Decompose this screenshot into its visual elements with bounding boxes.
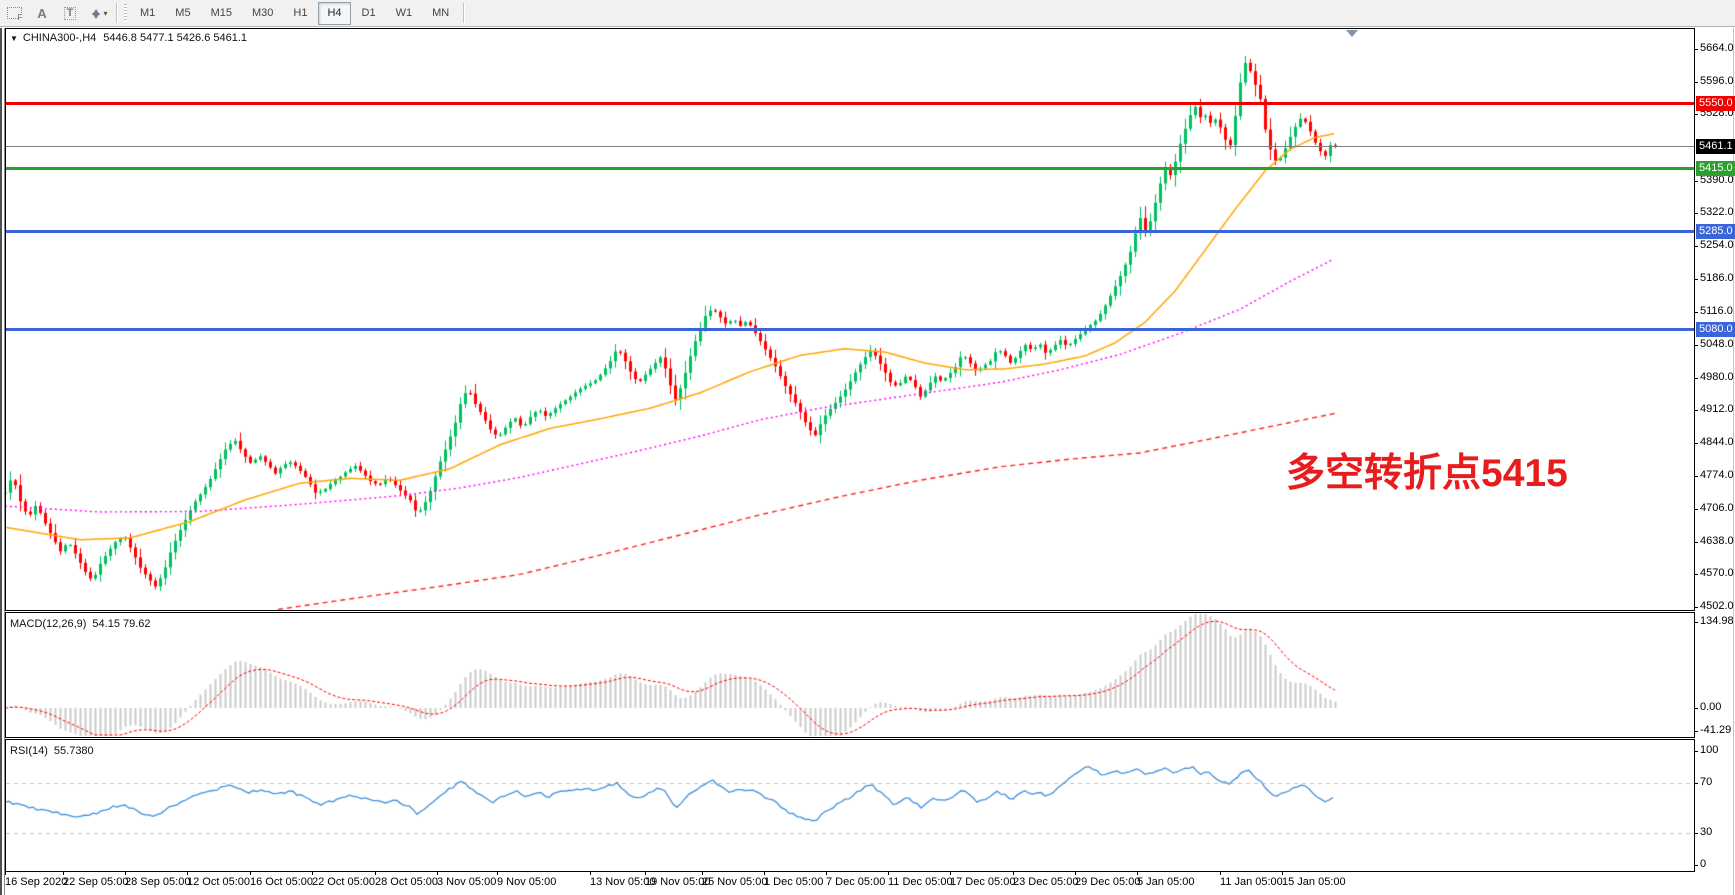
time-axis-label: 11 Jan 05:00 xyxy=(1220,871,1283,888)
window-right-edge xyxy=(1733,28,1734,895)
rsi-axis-label: 70 xyxy=(1693,775,1713,788)
rsi-axis-label: 0 xyxy=(1693,858,1707,870)
ohlc-values: 5446.8 5477.1 5426.6 5461.1 xyxy=(103,32,248,44)
price-badge-pivot-5415: 5415.0 xyxy=(1696,161,1735,177)
price-axis-label: 4844.0 xyxy=(1694,435,1734,448)
price-badge-resistance-5550: 5550.0 xyxy=(1696,96,1735,112)
time-axis-label: 11 Dec 05:00 xyxy=(888,871,953,888)
price-axis-label: 5322.0 xyxy=(1694,206,1734,219)
time-axis-label: 12 Oct 05:00 xyxy=(187,871,250,888)
time-axis-label: 28 Oct 05:00 xyxy=(375,871,438,888)
macd-name: MACD(12,26,9) xyxy=(10,618,87,630)
price-axis-label: 5596.0 xyxy=(1694,74,1734,87)
time-axis-label: 5 Jan 05:00 xyxy=(1137,871,1195,888)
rsi-value: 55.7380 xyxy=(53,745,94,757)
hline-current-price-5461[interactable] xyxy=(6,145,1694,147)
time-axis-label: 22 Oct 05:00 xyxy=(312,871,375,888)
time-axis-label: 25 Nov 05:00 xyxy=(702,871,768,888)
price-axis-label: 5116.0 xyxy=(1694,305,1733,318)
time-axis-label: 3 Nov 05:00 xyxy=(437,871,497,888)
rsi-name: RSI(14) xyxy=(10,745,48,757)
time-axis-label: 16 Sep 2020 xyxy=(5,871,68,888)
macd-values: 54.15 79.62 xyxy=(92,618,151,630)
macd-axis-label: -41.29 xyxy=(1693,724,1732,736)
time-axis-label: 15 Jan 05:00 xyxy=(1282,871,1346,888)
rsi-axis-label: 30 xyxy=(1693,825,1713,838)
hline-support-5080[interactable] xyxy=(6,327,1694,331)
price-axis-label: 4980.0 xyxy=(1694,370,1734,383)
hline-pivot-5415[interactable] xyxy=(6,167,1694,171)
price-badge-current-price-5461: 5461.1 xyxy=(1696,138,1735,154)
symbol-dropdown-icon[interactable]: ▼ xyxy=(10,34,18,43)
price-axis-label: 5390.0 xyxy=(1694,173,1734,186)
macd-axis-label: 134.98 xyxy=(1694,615,1734,627)
price-axis-label: 4570.0 xyxy=(1694,567,1734,580)
time-axis-label: 28 Sep 05:00 xyxy=(125,871,191,888)
time-axis-label: 17 Dec 05:00 xyxy=(950,871,1016,888)
price-axis-label: 4638.0 xyxy=(1694,534,1734,547)
macd-axis-label: 0.00 xyxy=(1693,700,1722,713)
time-axis-label: 13 Nov 05:00 xyxy=(590,871,656,888)
price-axis-label: 4912.0 xyxy=(1694,403,1734,416)
symbol-label: CHINA300-,H4 xyxy=(22,32,97,44)
price-axis-label: 5254.0 xyxy=(1694,238,1734,251)
time-axis-label: 16 Oct 05:00 xyxy=(250,871,313,888)
chart-shift-marker-icon[interactable] xyxy=(1346,30,1358,37)
time-axis-label: 1 Dec 05:00 xyxy=(764,871,824,888)
price-axis-label: 4502.0 xyxy=(1694,600,1734,613)
rsi-axis-label: 100 xyxy=(1693,744,1719,756)
window-splitter[interactable] xyxy=(4,28,5,895)
time-axis-label: 9 Nov 05:00 xyxy=(497,871,557,888)
time-axis-label: 19 Nov 05:00 xyxy=(645,871,711,888)
price-badge-support-5285: 5285.0 xyxy=(1696,223,1735,239)
macd-label: MACD(12,26,9) 54.15 79.62 xyxy=(10,618,151,630)
time-axis-label: 22 Sep 05:00 xyxy=(63,871,129,888)
hline-support-5285[interactable] xyxy=(6,229,1694,233)
chart-header: ▼ CHINA300-,H4 5446.8 5477.1 5426.6 5461.1 xyxy=(10,32,247,44)
time-axis-label: 23 Dec 05:00 xyxy=(1013,871,1079,888)
hline-resistance-5550[interactable] xyxy=(6,102,1694,106)
price-axis-label: 5186.0 xyxy=(1694,271,1734,284)
text-annotation[interactable]: 多空转折点5415 xyxy=(1286,452,1568,495)
time-axis-label: 7 Dec 05:00 xyxy=(826,871,886,888)
window-left-edge xyxy=(0,28,2,895)
price-axis-label: 5048.0 xyxy=(1694,337,1734,350)
price-badge-support-5080: 5080.0 xyxy=(1696,321,1735,337)
rsi-label: RSI(14) 55.7380 xyxy=(10,745,94,757)
time-axis-label: 29 Dec 05:00 xyxy=(1075,871,1141,888)
price-axis-label: 4706.0 xyxy=(1694,502,1734,515)
price-axis-label: 5664.0 xyxy=(1694,42,1734,55)
price-axis-label: 4774.0 xyxy=(1694,469,1734,482)
